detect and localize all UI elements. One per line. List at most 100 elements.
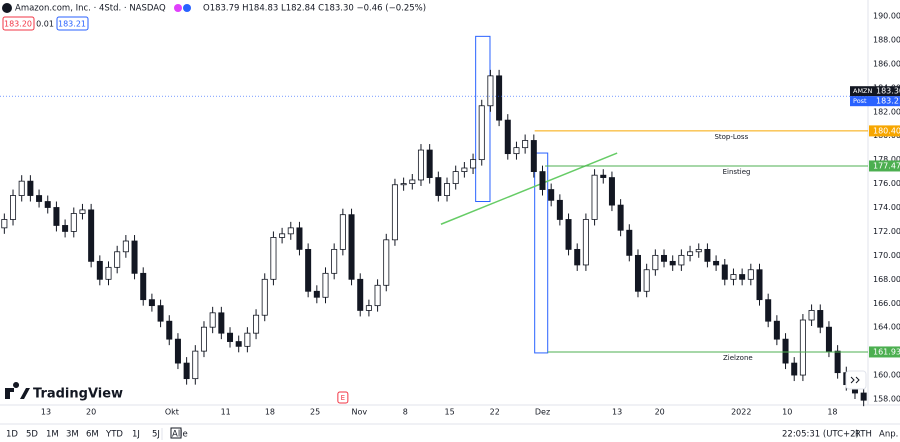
calendar-icon[interactable]: [170, 427, 182, 439]
candle-body: [10, 195, 17, 220]
candle-body: [374, 284, 381, 307]
price-tag: [850, 96, 900, 107]
candle-body: [860, 392, 867, 401]
bid-box[interactable]: [2, 16, 35, 31]
candle-body: [227, 332, 234, 342]
ask-box[interactable]: [56, 16, 89, 31]
range-button[interactable]: 5J: [152, 430, 160, 440]
x-tick-label: 10: [782, 408, 792, 417]
candle-body: [348, 214, 355, 280]
candle-body: [200, 326, 207, 352]
candle-body: [522, 140, 529, 149]
candle-body: [513, 147, 520, 155]
candle-body: [36, 195, 43, 202]
candle-body: [470, 159, 477, 169]
candle-body: [582, 219, 589, 266]
rectangle-drawing: [534, 152, 549, 354]
candle-body: [817, 310, 824, 328]
candle-body: [261, 278, 268, 316]
y-tick-label: 168.00: [873, 275, 900, 284]
candle-body: [122, 240, 129, 253]
x-tick-label: 13: [41, 408, 51, 417]
scroll-button[interactable]: [845, 370, 867, 390]
x-tick-label: 18: [265, 408, 275, 417]
candle-body: [53, 207, 60, 226]
price-tag: [850, 86, 900, 97]
earnings-marker: [337, 391, 349, 404]
y-tick-label: 174.00: [873, 203, 900, 212]
symbol-title: Amazon.com, Inc. · 4Std. · NASDAQ: [15, 4, 166, 14]
adjust[interactable]: Anp.: [879, 430, 898, 440]
candle-body: [756, 269, 763, 301]
candle-body: [626, 229, 633, 256]
y-tick-label: 160.00: [873, 371, 900, 380]
candle-body: [27, 180, 34, 196]
price-tag-name: AMZN: [853, 87, 873, 95]
candle-body: [322, 272, 329, 298]
session[interactable]: RTH: [855, 430, 872, 440]
price-tag-label: 180.40: [873, 126, 900, 135]
candle-body: [643, 269, 650, 292]
price-tag-name: Post: [853, 97, 867, 105]
candle-body: [296, 227, 303, 250]
x-tick-label: 15: [445, 408, 455, 417]
candle-body: [88, 209, 95, 262]
candle-body: [730, 274, 737, 280]
x-tick-label: Nov: [352, 408, 368, 417]
tv-logo-icon: [5, 382, 30, 399]
candle-body: [530, 140, 537, 172]
spread: 0.01: [36, 20, 54, 29]
clock: 22:05:31 (UTC+2): [782, 430, 859, 440]
candle-body: [140, 272, 147, 301]
level-name: Stop-Loss: [714, 133, 748, 141]
x-tick-label: Okt: [165, 408, 179, 417]
candle-body: [496, 75, 503, 121]
candle-body: [62, 225, 69, 232]
bottom-toolbar: 1D 5D 1M 3M 6M YTD 1J 5J Alle: [6, 430, 188, 440]
candle-body: [79, 209, 86, 214]
candle-body: [417, 149, 424, 181]
price-tag-label: 177.47: [873, 161, 900, 170]
candle-body: [331, 248, 338, 274]
icon[interactable]: [183, 4, 191, 12]
y-tick-label: 186.00: [873, 59, 900, 68]
earnings-label: E: [341, 394, 345, 402]
range-button[interactable]: Alle: [172, 430, 188, 440]
candle-body: [678, 254, 685, 266]
candle-body: [174, 338, 181, 364]
trend-line: [440, 152, 618, 225]
candle-body: [183, 362, 190, 380]
level-name: Zielzone: [723, 354, 753, 362]
range-button[interactable]: 1D: [6, 430, 18, 440]
candle-body: [791, 362, 798, 376]
candle-body: [148, 299, 155, 307]
range-button[interactable]: 1J: [132, 430, 140, 440]
plot-area: 158.00160.00162.00164.00166.00168.00170.…: [0, 12, 900, 417]
range-button[interactable]: 5D: [26, 430, 38, 440]
y-tick-label: 178.00: [873, 155, 900, 164]
range-button[interactable]: 6M: [86, 430, 99, 440]
candle-body: [539, 171, 546, 190]
candle-body: [782, 338, 789, 364]
candle-body: [669, 260, 676, 266]
range-button[interactable]: 3M: [66, 430, 79, 440]
candle-body: [461, 167, 468, 172]
icon[interactable]: [174, 4, 182, 12]
candle-body: [253, 314, 260, 334]
y-tick-label: 164.00: [873, 323, 900, 332]
candle-body: [721, 264, 728, 280]
y-tick-label: 172.00: [873, 227, 900, 236]
candle-body: [105, 266, 112, 280]
y-tick-label: 190.00: [873, 12, 900, 21]
range-button[interactable]: YTD: [105, 430, 123, 440]
range-button[interactable]: 1M: [46, 430, 59, 440]
candle-body: [713, 260, 720, 266]
y-tick-label: 182.00: [873, 107, 900, 116]
candle-body: [131, 240, 138, 274]
candle-body: [96, 260, 103, 280]
candle-body: [739, 274, 746, 280]
candle-body: [157, 305, 164, 322]
candle-body: [652, 254, 659, 271]
candle-body: [114, 251, 121, 268]
